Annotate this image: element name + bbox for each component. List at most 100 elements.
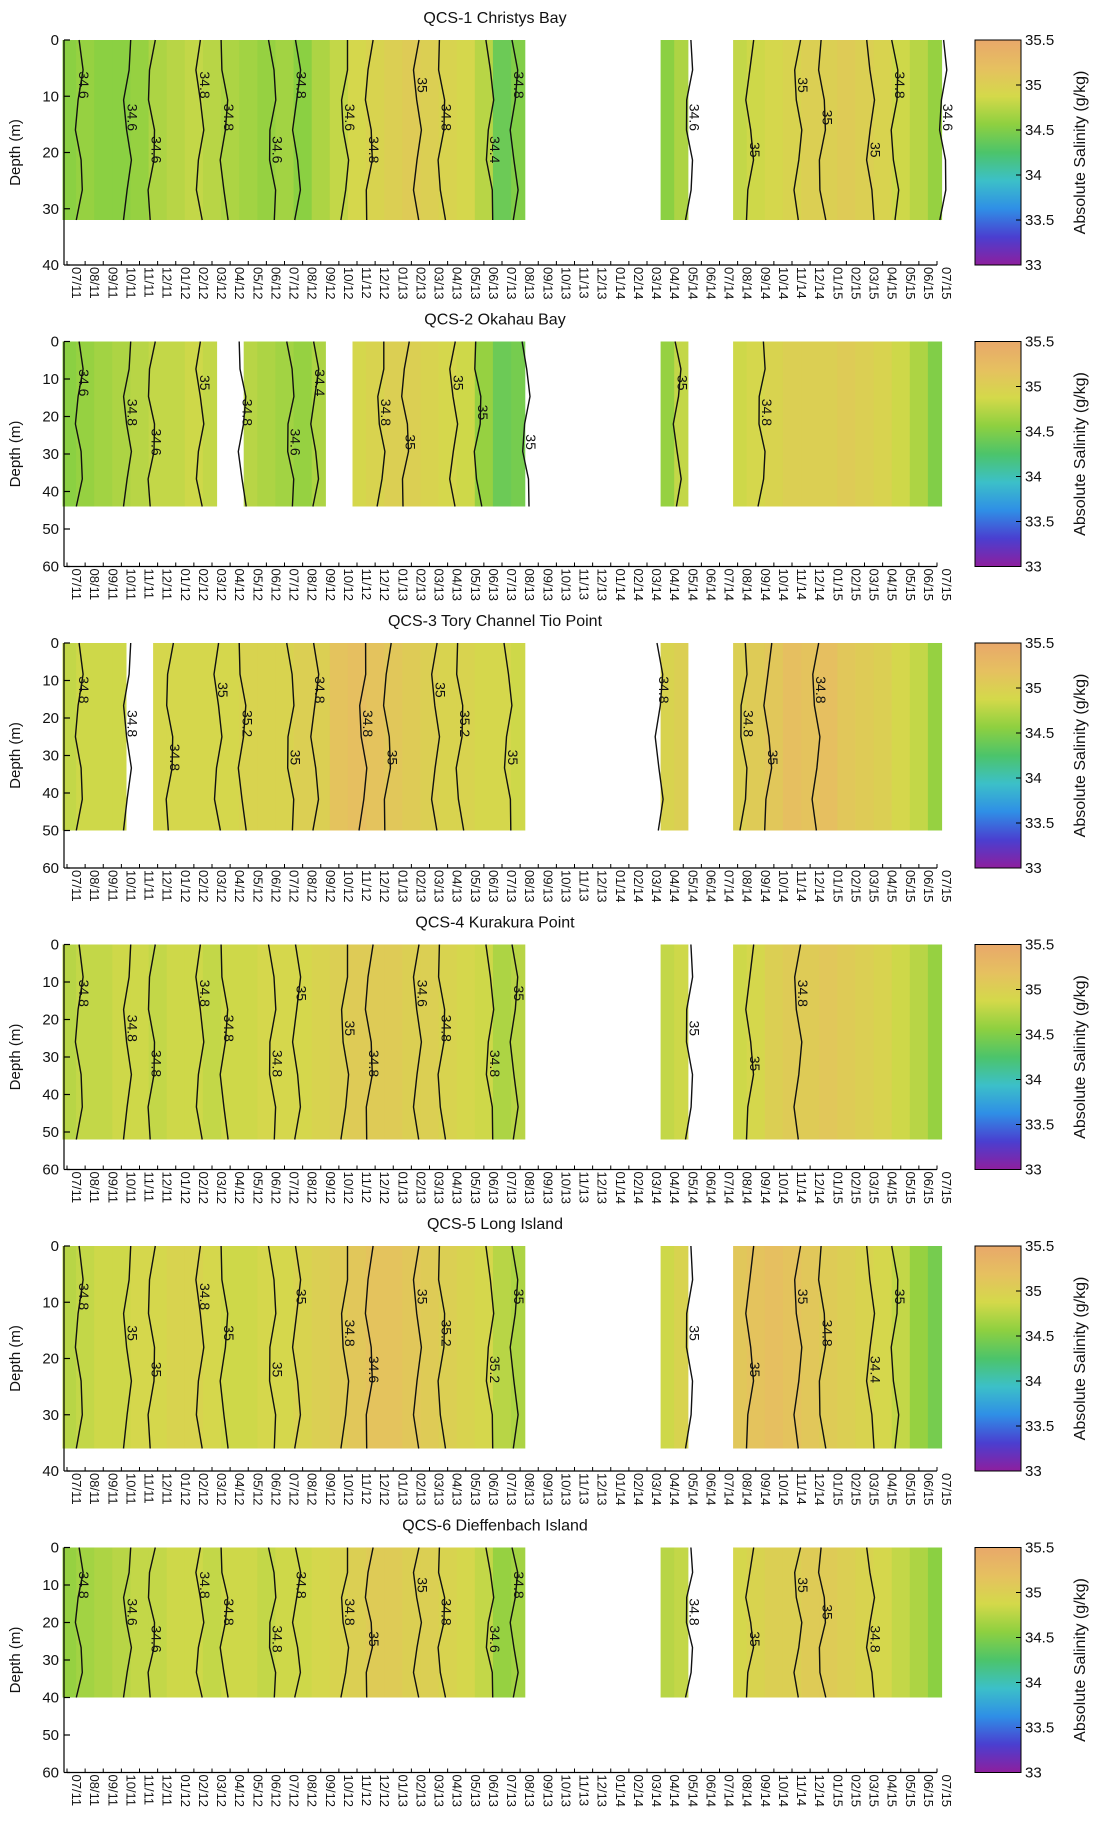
x-tick-label: 06/14 [703,1775,718,1808]
contour-label: 35 [505,750,521,766]
salinity-cell [873,341,893,507]
x-tick-label: 08/12 [305,569,320,602]
salinity-cell [909,341,929,507]
salinity-cell [62,40,77,220]
x-tick-label: 01/12 [178,569,193,602]
contour-line [219,39,229,221]
y-tick-label: 0 [51,937,59,954]
contour-line [745,39,755,221]
colorbar-tick-label: 35.5 [1025,1238,1054,1255]
x-tick-label: 05/14 [685,870,700,903]
salinity-cell [293,40,313,220]
contour-line [147,1245,156,1449]
salinity-cell [184,40,204,220]
x-tick-label: 01/14 [613,870,628,903]
colorbar-tick-label: 34 [1025,1675,1042,1692]
salinity-cell [202,643,222,831]
contour-line [286,642,295,831]
contour-line [745,944,755,1140]
salinity-cell [153,643,168,831]
contour-label: 35.2 [439,1319,455,1346]
x-axis: 07/11 08/11 09/11 10/11 11/11 12/11 01/12 02/12… [66,1165,954,1205]
x-tick-label: 08/12 [305,267,320,300]
salinity-cell [94,341,113,507]
salinity-cell [764,643,784,831]
contour-label: 35 [124,1325,140,1341]
salinity-cell [402,341,421,507]
x-tick-label: 06/13 [486,870,501,903]
salinity-cell [366,944,385,1140]
colorbar-tick-label: 33.5 [1025,212,1054,229]
contour-line [122,1547,133,1698]
x-tick-label: 06/14 [703,569,718,602]
contour-label: 35 [433,682,449,698]
contour-line [757,341,766,507]
salinity-cell [257,1246,276,1449]
x-tick-label: 05/14 [685,1172,700,1205]
contour-label: 34.8 [269,1625,285,1652]
colorbar-tick-label: 35 [1025,680,1042,697]
x-tick-label: 04/12 [232,1775,247,1808]
contour-line [521,341,531,507]
salinity-cell [76,341,95,507]
contour-lines [74,341,766,507]
panel-5: QCS-5 Long Island34.8353534.835353534.83… [7,1216,1089,1506]
x-tick-label: 08/14 [740,569,755,602]
contour-label: 34.8 [239,399,255,426]
salinity-cell [239,1547,258,1698]
salinity-cell [891,643,911,831]
x-tick-label: 02/15 [848,1775,863,1808]
x-tick-label: 11/14 [794,1172,809,1204]
x-tick-label: 01/15 [830,870,845,903]
x-tick-label: 09/12 [323,870,338,903]
contour-line [684,1245,694,1449]
contour-line [358,642,368,831]
x-tick-label: 08/14 [740,1473,755,1506]
salinity-cell [94,643,113,831]
y-tick-label: 10 [42,1294,59,1311]
salinity-cells [62,643,943,831]
contour-line [455,642,465,831]
y-tick-label: 60 [42,860,59,877]
salinity-cell [311,643,331,831]
salinity-cell [257,40,276,220]
colorbar-tick-label: 35.5 [1025,334,1054,351]
colorbar-label: Absolute Salinity (g/kg) [1072,372,1089,536]
contour-line [400,341,410,507]
salinity-cell [873,1547,893,1698]
salinity-cell [511,944,526,1140]
contour-line [793,1245,803,1449]
contour-line [793,944,803,1140]
x-tick-label: 05/14 [685,267,700,300]
x-tick-label: 05/12 [250,1172,265,1205]
x-tick-label: 07/12 [287,1473,302,1506]
contour-label: 34.6 [940,104,956,131]
salinity-cell [347,40,367,220]
salinity-cell [837,944,856,1140]
x-tick-label: 02/15 [848,1473,863,1506]
x-tick-label: 09/13 [540,1775,555,1808]
x-tick-label: 09/14 [758,870,773,903]
contour-line [310,642,320,831]
x-tick-label: 04/13 [450,870,465,903]
contour-label: 35 [475,405,491,421]
salinity-cell [855,1547,875,1698]
x-tick-label: 07/11 [69,569,84,601]
contour-label: 34.6 [414,980,430,1007]
salinity-cell [366,643,385,831]
contour-line [448,341,459,507]
salinity-cell [438,643,458,831]
contour-label: 34.8 [511,71,527,98]
contour-label: 34.8 [124,399,140,426]
x-tick-label: 06/12 [268,1775,283,1808]
x-tick-label: 09/12 [323,1172,338,1205]
x-tick-label: 04/14 [667,1473,682,1506]
x-tick-label: 02/14 [631,1172,646,1205]
x-tick-label: 07/15 [939,1775,954,1808]
salinity-cell [257,1547,276,1698]
x-tick-label: 04/15 [885,267,900,300]
salinity-cell [311,341,326,507]
x-tick-label: 06/15 [921,1473,936,1506]
contour-label: 35 [868,142,884,158]
